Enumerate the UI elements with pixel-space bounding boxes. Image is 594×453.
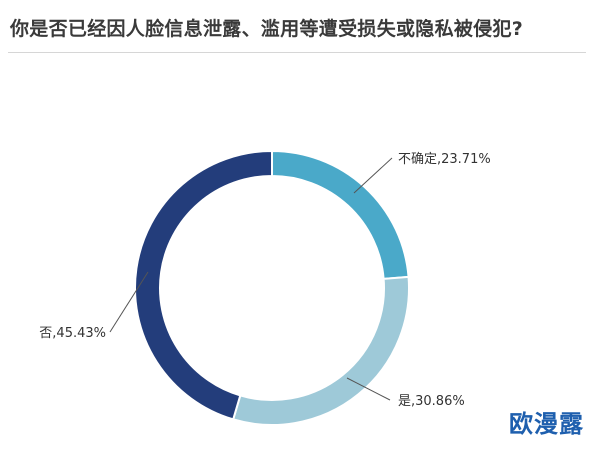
data-labels: 不确定,23.71% 是,30.86% 否,45.43%: [39, 152, 490, 409]
slice-否: [134, 149, 273, 421]
leader-line-不确定: [353, 157, 393, 194]
leader-line-否: [109, 271, 149, 333]
chart-title: 你是否已经因人脸信息泄露、滥用等遭受损失或隐私被侵犯?: [10, 18, 524, 40]
slice-不确定: [271, 149, 410, 281]
watermark-logo: 欧漫露: [509, 410, 584, 438]
leader-lines: [109, 157, 393, 401]
data-label-否: 否,45.43%: [39, 326, 106, 341]
donut-slices: [134, 149, 410, 426]
data-label-是: 是,30.86%: [398, 394, 465, 409]
data-label-不确定: 不确定,23.71%: [398, 152, 491, 167]
title-divider: [8, 52, 586, 53]
slice-是: [231, 275, 410, 426]
leader-line-是: [346, 377, 391, 401]
